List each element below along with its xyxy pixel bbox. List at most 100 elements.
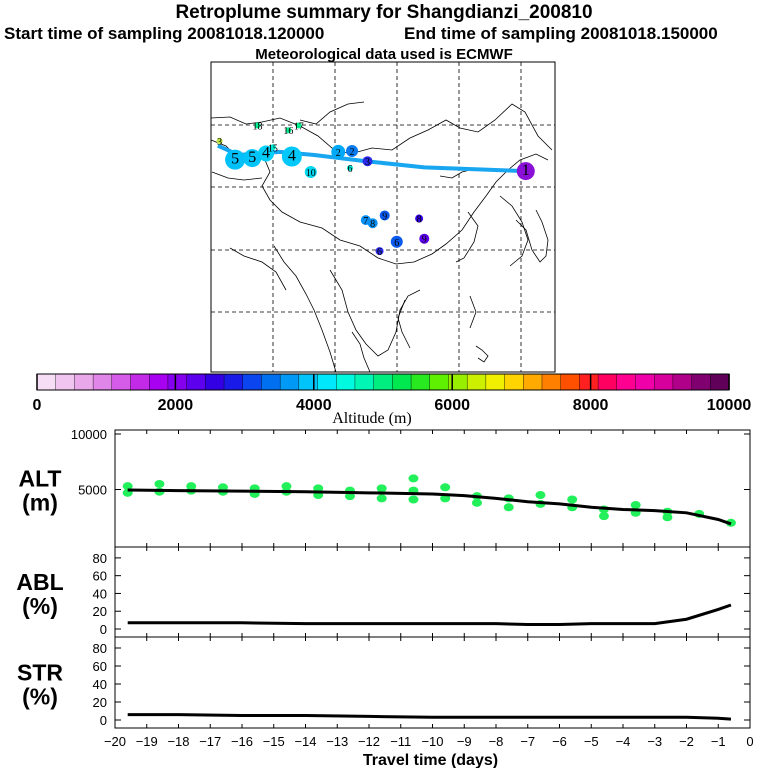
colorbar-swatch-29: [579, 373, 599, 391]
alt-point-21: [440, 494, 451, 503]
trajectory-label-14: 8: [417, 215, 422, 226]
colorbar-swatch-17: [354, 373, 375, 391]
colorbar-swatch-20: [410, 373, 431, 391]
alt-point-14: [344, 492, 355, 501]
trajectory-label-13: 9: [382, 211, 387, 222]
x-tick-−11: −11: [390, 734, 411, 749]
alt-ytick-10000: 10000: [71, 427, 107, 442]
x-tick-−1: −1: [711, 734, 726, 749]
trajectory-label-15: 9: [422, 235, 427, 246]
colorbar-swatch-2: [74, 373, 94, 391]
x-tick-0: 0: [746, 734, 753, 749]
trajectory-label-6: 5: [248, 149, 256, 166]
trajectory-label-7: 5: [231, 151, 239, 168]
colorbar-swatch-21: [429, 373, 450, 391]
x-tick-−20: −20: [104, 734, 126, 749]
trajectory-cluster-6: [243, 149, 262, 168]
trajectory-label-4: 4: [288, 148, 296, 165]
x-axis-label: Travel time (days): [363, 752, 498, 768]
x-tick-−14: −14: [294, 734, 316, 749]
end-time-label: End time of sampling 20081018.150000: [404, 24, 718, 43]
str-line: [127, 713, 732, 721]
trajectory-label-11: 7: [363, 216, 368, 227]
x-tick-−16: −16: [231, 734, 253, 749]
colorbar-swatch-13: [279, 373, 300, 391]
trajectory-label-18: 16: [283, 126, 293, 137]
colorbar-tick-2000: 2000: [158, 397, 194, 414]
str-ytick-20: 20: [93, 695, 107, 710]
trajectory-label-1: 2: [350, 147, 355, 158]
x-tick-−8: −8: [489, 734, 504, 749]
trajectory-cluster-8: [346, 165, 353, 172]
colorbar-label: Altitude (m): [332, 410, 412, 427]
trajectory-label-10: 6: [377, 247, 382, 258]
x-tick-−4: −4: [616, 734, 631, 749]
met-data-label: Meteorological data used is ECMWF: [255, 46, 513, 63]
trajectory-cluster-15: [419, 233, 430, 244]
alt-point-28: [535, 491, 546, 500]
colorbar-swatch-15: [317, 373, 337, 391]
alt-point-7: [217, 483, 228, 492]
trajectory-cluster-17: [269, 144, 276, 151]
alt-point-3: [154, 479, 165, 488]
colorbar-tick-8000: 8000: [573, 397, 609, 414]
trajectory-label-19: 17: [294, 122, 304, 133]
colorbar-swatch-19: [392, 373, 412, 391]
colorbar-swatch-30: [597, 373, 618, 391]
colorbar-swatch-3: [92, 373, 113, 391]
str-ytick-40: 40: [93, 677, 107, 692]
trajectory-label-12: 8: [370, 219, 375, 230]
abl-ytick-0: 0: [100, 622, 107, 637]
x-tick-−18: −18: [167, 734, 189, 749]
trajectory-label-17: 15: [268, 143, 278, 154]
alt-point-30: [567, 495, 578, 504]
colorbar-tick-0: 0: [33, 397, 42, 414]
str-ytick-60: 60: [93, 659, 107, 674]
colorbar-swatch-31: [616, 373, 637, 391]
alt-point-18: [408, 495, 419, 504]
x-tick-−19: −19: [136, 734, 158, 749]
x-tick-−7: −7: [520, 734, 535, 749]
x-tick-−10: −10: [421, 734, 443, 749]
trajectory-cluster-1: [346, 144, 359, 157]
x-tick-−12: −12: [358, 734, 380, 749]
colorbar-swatch-9: [205, 373, 225, 391]
alt-point-26: [503, 503, 514, 512]
trajectory-cluster-20: [254, 122, 261, 129]
colorbar-swatch-12: [261, 373, 281, 391]
trajectory-label-8: 6: [347, 164, 352, 175]
colorbar-swatch-33: [653, 373, 674, 391]
abl-yunit: (%): [22, 593, 58, 619]
str-ytick-0: 0: [100, 713, 107, 728]
alt-ylabel: ALT: [18, 466, 61, 492]
trajectory-cluster-19: [295, 122, 302, 129]
x-tick-−2: −2: [679, 734, 694, 749]
chart-title: Retroplume summary for Shangdianzi_20081…: [175, 2, 593, 23]
trajectory-cluster-9: [390, 235, 403, 248]
str-yunit: (%): [22, 684, 58, 710]
alt-point-32: [598, 512, 609, 521]
colorbar-swatch-14: [298, 373, 319, 391]
altitude-colorbar: 0 2000 4000 6000 8000 10000: [33, 373, 751, 414]
colorbar-swatch-6: [149, 373, 169, 391]
alt-point-5: [186, 482, 197, 491]
alt-yunit: (m): [22, 490, 58, 516]
colorbar-swatch-23: [466, 373, 487, 391]
alt-point-17: [376, 484, 387, 493]
colorbar-swatch-35: [691, 373, 711, 391]
abl-ytick-60: 60: [93, 569, 107, 584]
x-tick-−6: −6: [552, 734, 567, 749]
str-ytick-80: 80: [93, 641, 107, 656]
colorbar-swatch-34: [672, 373, 693, 391]
alt-point-13: [313, 484, 324, 493]
sampling-times: Start time of sampling 20081018.120000 E…: [4, 24, 768, 44]
trajectory-label-16: 10: [306, 168, 316, 179]
trajectory-cluster-7: [225, 149, 246, 170]
time-series-panels: 100005000ALT(m)806040200ABL(%)806040200S…: [16, 427, 753, 768]
colorbar-swatch-0: [36, 373, 57, 391]
abl-ytick-80: 80: [93, 551, 107, 566]
colorbar-swatch-16: [336, 373, 356, 391]
trajectory-cluster-0: [516, 162, 535, 181]
